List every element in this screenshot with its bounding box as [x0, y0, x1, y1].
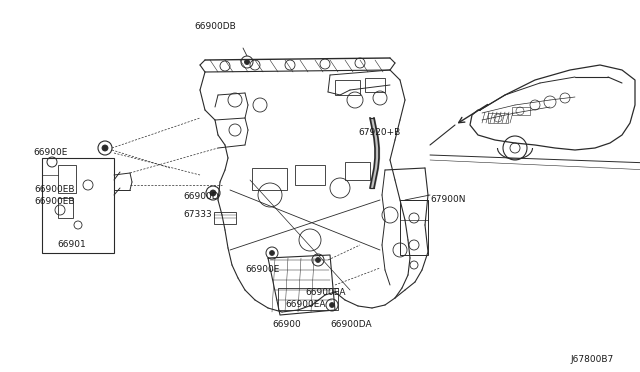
Bar — [400, 200, 428, 220]
Text: 66900DB: 66900DB — [194, 22, 236, 31]
Bar — [58, 165, 76, 193]
Circle shape — [244, 60, 250, 64]
Text: 66900: 66900 — [272, 320, 301, 329]
Circle shape — [330, 302, 335, 308]
Text: 66900EA: 66900EA — [285, 300, 326, 309]
Bar — [365, 78, 385, 92]
Text: 66900DA: 66900DA — [330, 320, 372, 329]
Text: 66901: 66901 — [58, 240, 86, 249]
Circle shape — [316, 257, 321, 263]
Bar — [278, 288, 338, 310]
Bar — [345, 162, 370, 180]
Bar — [58, 198, 73, 218]
Circle shape — [102, 145, 108, 151]
Bar — [42, 158, 114, 253]
Text: 67920+B: 67920+B — [358, 128, 400, 137]
Bar — [295, 165, 325, 185]
Circle shape — [269, 250, 275, 256]
Bar — [252, 168, 287, 190]
Bar — [512, 107, 530, 115]
Text: 67900N: 67900N — [430, 195, 465, 204]
Bar — [335, 80, 360, 95]
Text: 66900D: 66900D — [183, 192, 219, 201]
Bar — [214, 212, 236, 224]
Bar — [400, 200, 428, 255]
Text: 66900E: 66900E — [34, 148, 68, 157]
Bar — [488, 113, 508, 123]
Circle shape — [210, 190, 216, 196]
Text: 66900EA: 66900EA — [305, 288, 346, 297]
Text: 66900EB: 66900EB — [34, 197, 74, 206]
Text: 67333: 67333 — [183, 210, 212, 219]
Text: 66900EB: 66900EB — [34, 185, 74, 194]
Text: 66900E: 66900E — [245, 265, 280, 274]
Text: J67800B7: J67800B7 — [570, 355, 613, 364]
